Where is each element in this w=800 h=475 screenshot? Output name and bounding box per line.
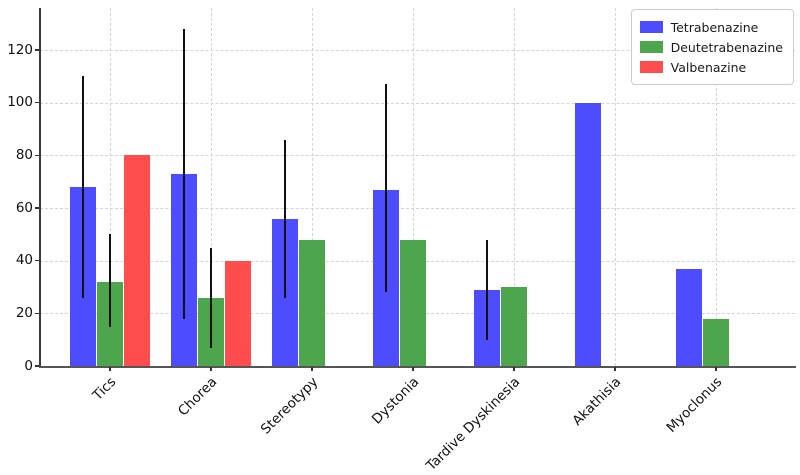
y-tick-label: 0 — [24, 357, 33, 374]
h-gridline — [40, 155, 795, 157]
legend-item: Valbenazine — [639, 57, 783, 77]
v-gridline — [716, 8, 717, 366]
y-tick-mark — [35, 154, 39, 157]
v-gridline — [413, 8, 414, 366]
v-gridline — [312, 8, 313, 366]
v-gridline — [110, 8, 111, 366]
legend-item: Deutetrabenazine — [639, 37, 783, 57]
error-bar — [486, 239, 488, 340]
h-gridline — [40, 208, 795, 210]
h-gridline — [40, 102, 795, 104]
x-tick-label: Tics — [89, 374, 120, 404]
bar-tetrabenazine-myoclonus — [676, 268, 702, 366]
x-tick-label: Tardive Dyskinesia — [423, 374, 524, 475]
x-tick-mark — [311, 367, 313, 371]
legend-item: Tetrabenazine — [639, 17, 783, 37]
x-tick-label: Chorea — [175, 374, 221, 420]
bar-deutetrabenazine-dystonia — [400, 239, 426, 366]
error-bar — [385, 84, 387, 293]
legend-color-patch — [639, 21, 663, 33]
legend: Tetrabenazine Deutetrabenazine Valbenazine — [630, 9, 794, 85]
legend-label: Deutetrabenazine — [670, 39, 783, 55]
x-tick-mark — [210, 367, 212, 371]
bar-valbenazine-tics — [124, 155, 150, 366]
x-tick-mark — [412, 367, 414, 371]
y-tick-mark — [35, 365, 39, 367]
y-tick-mark — [35, 312, 39, 315]
v-gridline — [615, 8, 616, 366]
y-tick-label: 80 — [15, 146, 33, 163]
bar-tetrabenazine-akathisia — [575, 102, 601, 366]
bar-deutetrabenazine-myoclonus — [703, 318, 729, 366]
error-bar — [109, 234, 111, 327]
y-tick-mark — [35, 102, 39, 104]
y-tick-mark — [35, 49, 39, 51]
x-tick-mark — [109, 367, 111, 371]
y-tick-label: 20 — [15, 304, 33, 321]
x-tick-mark — [715, 367, 717, 371]
x-tick-label: Dystonia — [368, 374, 423, 428]
error-bar — [82, 76, 84, 298]
bar-valbenazine-chorea — [225, 260, 251, 366]
error-bar — [284, 139, 286, 298]
error-bar — [210, 247, 212, 348]
x-tick-label: Myoclonus — [663, 374, 726, 436]
legend-color-patch — [639, 61, 663, 73]
h-gridline — [40, 50, 795, 52]
y-axis-spine — [39, 8, 41, 366]
legend-color-patch — [639, 41, 663, 53]
y-tick-label: 60 — [15, 199, 33, 216]
y-tick-mark — [35, 260, 39, 262]
bar-deutetrabenazine-stereotypy — [299, 239, 325, 366]
x-tick-mark — [614, 367, 616, 371]
y-tick-mark — [35, 207, 39, 209]
x-axis-spine — [39, 366, 796, 368]
y-tick-label: 120 — [7, 41, 33, 58]
x-tick-label: Stereotypy — [257, 374, 322, 438]
error-bar — [183, 29, 185, 319]
legend-label: Valbenazine — [670, 59, 747, 75]
plot-area — [39, 8, 796, 368]
v-gridline — [514, 8, 515, 366]
bar-deutetrabenazine-tardive-dyskinesia — [501, 287, 527, 366]
v-gridline — [211, 8, 212, 366]
x-tick-label: Akathisia — [569, 374, 625, 429]
x-tick-mark — [513, 367, 515, 371]
legend-label: Tetrabenazine — [670, 19, 759, 35]
y-tick-label: 40 — [15, 252, 33, 269]
y-tick-label: 100 — [7, 94, 33, 111]
